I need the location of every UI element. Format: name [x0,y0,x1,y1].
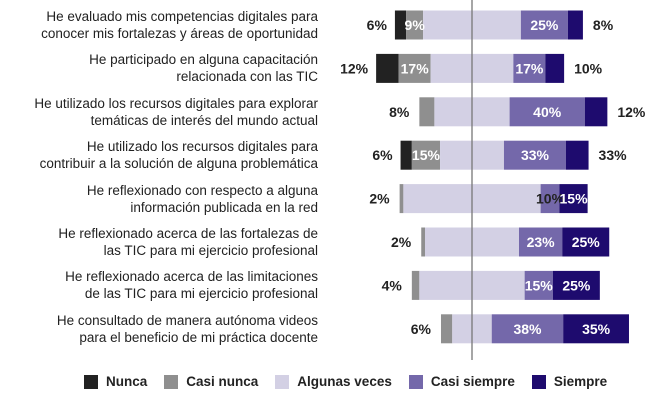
legend-item: Casi nunca [164,374,258,389]
category-label-line: conocer mis fortalezas y áreas de oportu… [41,26,318,41]
category-label: He evaluado mis competencias digitales p… [0,8,318,42]
bar-segment-casi-nunca [398,53,431,83]
bar-segment-siempre [559,184,588,214]
category-label-line: temáticas de interés del mundo actual [90,112,318,128]
category-label-line: información publicada en la red [130,199,318,215]
bar-segment-siempre [584,97,608,127]
data-label: 25% [562,277,591,293]
data-label: 2% [369,191,390,207]
category-label-line: contribuir a la solución de alguna probl… [39,156,318,172]
data-label: 15% [412,147,441,163]
bar-segment-siempre [567,10,583,40]
data-label: 6% [372,147,393,163]
category-label: He participado en alguna capacitación rel… [0,51,318,85]
bar-segment-nunca [400,140,412,170]
bar-segment-casi-nunca [399,184,404,214]
category-label: He consultado de manera autónoma videos p… [0,312,318,346]
data-label: 17% [515,60,544,76]
category-label: He utilizado los recursos digitales para… [0,95,318,129]
legend: Nunca Casi nunca Algunas veces Casi siempre… [84,374,624,389]
bar-segment-siempre [566,140,589,170]
bar-segment-casi-siempre [540,184,560,214]
category-label-line: He evaluado mis competencias digitales p… [46,9,318,24]
bar-segment-casi-siempre [513,53,546,83]
legend-swatch [164,374,179,389]
bar-segment-casi-siempre [520,10,568,40]
data-label: 33% [599,147,628,163]
data-label: 9% [405,17,426,33]
bar-segment-casi-nunca [440,314,453,344]
legend-label: Nunca [106,374,148,389]
category-label-line: relacionada con las TIC [176,69,318,85]
category-label-line: He reflexionado acerca de las limitacion… [65,269,318,285]
data-label: 40% [533,104,562,120]
bar-segment-casi-nunca [406,10,424,40]
category-label: He reflexionado acerca de las fortalezas… [0,225,318,259]
data-label: 23% [527,234,556,250]
bar-segment-casi-nunca [421,227,425,257]
bar-segment-nunca [376,53,399,83]
legend-swatch [275,374,290,389]
legend-label: Casi siempre [430,374,515,389]
category-label-line: para el beneficio de mi práctica docente [79,329,318,345]
legend-label: Siempre [553,374,608,389]
legend-label: Casi nunca [186,374,259,389]
data-label: 33% [521,147,550,163]
data-label: 17% [401,60,430,76]
bar-segment-siempre [562,227,610,257]
category-label-line: He reflexionado acerca de las fortalezas… [58,226,318,241]
data-label: 2% [391,234,412,250]
data-label: 8% [389,104,410,120]
category-label: He reflexionado con respecto a alguna inf… [0,182,318,216]
category-label-line: He consultado de manera autónoma videos [56,312,318,328]
legend-label: Algunas veces [297,374,392,389]
data-label: 4% [382,277,403,293]
data-label: 12% [340,60,369,76]
data-label: 15% [560,191,589,207]
legend-item: Algunas veces [275,374,392,389]
bar-segment-casi-siempre [491,314,564,344]
category-label-line: las TIC para mi ejercicio profesional [103,243,318,258]
legend-swatch [84,374,98,389]
bar-segment-casi-siempre [509,97,585,127]
plot-area: 6% 9% 25% 8% 12% 17% 17% 10% 8% 40% 12% 6% 15% 33% 33%… [340,0,646,360]
bar-segment-casi-siempre [519,227,563,257]
data-label: 15% [525,277,554,293]
data-label: 12% [617,104,646,120]
data-label: 10% [536,191,565,207]
category-label: He reflexionado acerca de las limitacion… [0,268,318,302]
category-label-line: He utilizado los recursos digitales para… [34,95,318,111]
data-label: 35% [582,321,611,337]
legend-item: Casi siempre [408,374,515,389]
bar-segment-siempre [563,314,629,344]
legend-item: Nunca [84,374,147,389]
data-label: 8% [593,17,614,33]
category-label-line: He reflexionado con respecto a alguna [86,182,318,198]
bar-segment-casi-nunca [411,270,420,300]
data-label: 10% [574,60,603,76]
data-label: 6% [411,321,432,337]
data-label: 25% [530,17,559,33]
category-label: He utilizado los recursos digitales para… [0,138,318,172]
legend-item: Siempre [531,374,608,389]
bar-segment-nunca [394,10,407,40]
bar-segment-siempre [552,270,600,300]
data-label: 38% [513,321,542,337]
data-label: 25% [572,234,601,250]
legend-swatch [408,374,423,389]
category-label-line: He utilizado los recursos digitales para [86,139,318,155]
bar-segment-casi-siempre [503,140,566,170]
bar-segment-casi-nunca [411,140,441,170]
bar-segment-casi-siempre [524,270,553,300]
bar-segment-casi-nunca [419,97,435,127]
data-label: 6% [367,17,388,33]
category-label-line: He participado en alguna capacitación [89,52,318,68]
legend-swatch [531,374,546,389]
bar-segment-siempre [545,53,565,83]
category-label-line: de las TIC para mi ejercicio profesional [84,286,318,302]
